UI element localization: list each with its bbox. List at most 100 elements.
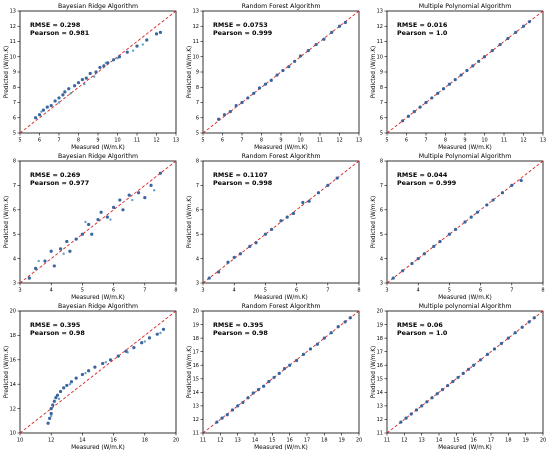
y-tick-label: 10 [377, 54, 383, 60]
x-tick-label: 3 [201, 288, 204, 294]
scatter-point [141, 43, 145, 46]
scatter-point [234, 103, 238, 108]
y-tick-label: 9 [13, 70, 16, 76]
scatter-point [102, 64, 106, 68]
scatter-point [527, 20, 531, 24]
y-tick-label: 9 [380, 70, 383, 76]
scatter-point [498, 42, 502, 47]
x-tick-label: 8 [77, 138, 80, 144]
scatter-point [236, 404, 240, 408]
x-tick-label: 8 [260, 138, 263, 144]
pearson-annotation: Pearson = 1.0 [397, 29, 448, 37]
scatter-point [69, 92, 72, 95]
scatter-point [135, 44, 139, 48]
x-tick-label: 7 [424, 138, 427, 144]
scatter-point [287, 65, 291, 69]
y-tick-label: 12 [193, 417, 199, 423]
x-tick-label: 12 [217, 438, 223, 444]
scatter-point [475, 210, 480, 214]
scatter-point [121, 208, 125, 212]
scatter-point [446, 383, 450, 388]
scatter-point [96, 217, 100, 222]
pearson-annotation: Pearson = 0.977 [30, 179, 89, 187]
y-tick-label: 5 [196, 232, 199, 238]
x-tick-label: 13 [173, 138, 179, 144]
y-tick-label: 8 [380, 85, 383, 91]
x-tick-label: 17 [488, 438, 494, 444]
scatter-point [226, 260, 230, 264]
y-tick-label: 10 [10, 431, 16, 437]
scatter-point [469, 215, 473, 219]
scatter-point [348, 316, 352, 320]
scatter-point [485, 203, 489, 207]
scatter-point [343, 320, 347, 324]
scatter-point [143, 196, 147, 200]
y-tick-label: 14 [10, 382, 16, 388]
panel-title: Random Forest Algorithm [242, 153, 321, 160]
scatter-point [74, 237, 78, 241]
x-axis-label: Measured (W/m.K) [71, 145, 125, 151]
x-tick-label: 18 [505, 438, 511, 444]
panel-title: Multiple Polynomial Algorithm [419, 3, 511, 10]
scatter-point [406, 114, 411, 118]
scatter-point [109, 218, 112, 221]
x-tick-label: 20 [356, 438, 362, 444]
scatter-point [232, 255, 236, 259]
scatter-point [49, 249, 53, 253]
scatter-point [301, 352, 306, 356]
scatter-point [106, 61, 110, 65]
scatter-point [99, 210, 103, 214]
scatter-point [222, 113, 227, 117]
scatter-point [125, 50, 129, 54]
scatter-point [154, 32, 159, 36]
x-tick-label: 3 [18, 288, 21, 294]
scatter-point [207, 276, 211, 280]
scatter-point [49, 407, 53, 411]
scatter-point [240, 100, 244, 105]
scatter-point [301, 200, 305, 205]
x-tick-label: 5 [448, 288, 451, 294]
scatter-point [510, 183, 514, 187]
scatter-point [343, 20, 347, 25]
scatter-point [416, 257, 420, 261]
y-tick-label: 19 [193, 322, 199, 328]
scatter-point [279, 219, 283, 223]
pearson-annotation: Pearson = 0.998 [213, 179, 273, 187]
rmse-annotation: RMSE = 0.298 [30, 21, 81, 29]
scatter-point [472, 363, 476, 367]
scatter-point [410, 261, 414, 266]
x-tick-label: 11 [317, 138, 323, 144]
x-tick-label: 8 [444, 138, 447, 144]
scatter-point [50, 414, 53, 418]
scatter-point [112, 205, 116, 209]
y-tick-label: 19 [377, 322, 383, 328]
scatter-point [492, 347, 497, 351]
y-tick-label: 4 [13, 256, 16, 262]
scatter-point [306, 49, 310, 53]
scatter-point [404, 416, 408, 420]
scatter-point [104, 361, 108, 364]
scatter-point [67, 87, 71, 91]
y-tick-label: 4 [380, 256, 383, 262]
scatter-point [215, 420, 219, 424]
x-axis-label: Measured (W/m.K) [254, 295, 308, 301]
scatter-point [263, 232, 267, 236]
identity-line [202, 10, 360, 134]
scatter-point [73, 84, 77, 88]
y-tick-label: 11 [377, 431, 383, 437]
scatter-point [422, 252, 427, 256]
scatter-point [40, 110, 43, 113]
x-tick-label: 15 [453, 438, 459, 444]
scatter-point [112, 58, 116, 62]
scatter-point [430, 396, 434, 400]
scatter-point [482, 55, 487, 59]
scatter-point [147, 336, 152, 340]
scatter-point [519, 178, 523, 183]
panel-title: Bayesian Ridge Algorithm [58, 153, 138, 160]
scatter-point [514, 30, 518, 34]
scatter-point [62, 252, 65, 255]
scatter-point [225, 413, 229, 417]
y-axis-label: Predicted (W/m.K) [187, 196, 193, 249]
